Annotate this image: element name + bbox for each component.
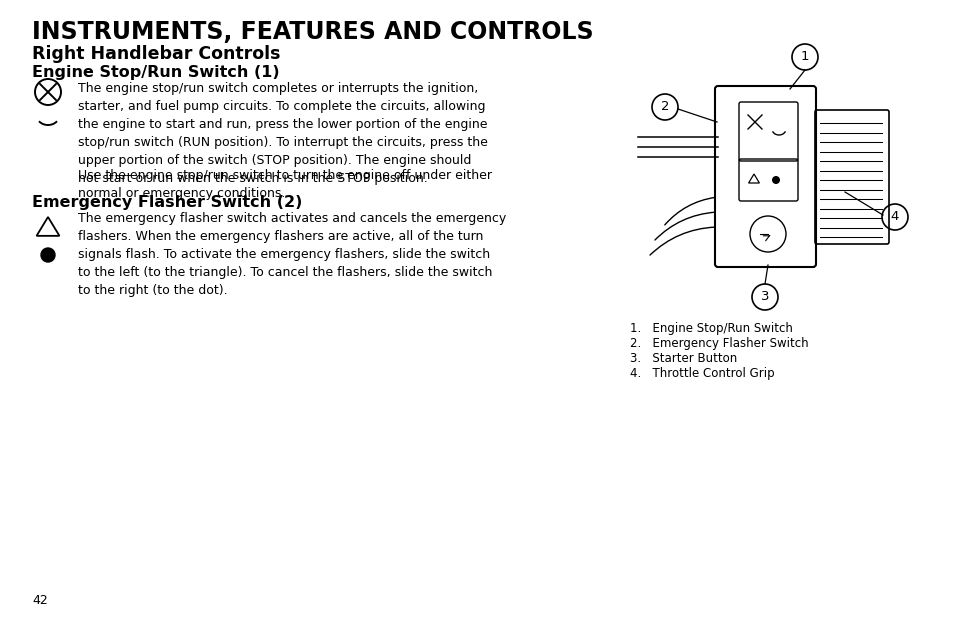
Text: The engine stop/run switch completes or interrupts the ignition,
starter, and fu: The engine stop/run switch completes or … bbox=[78, 82, 487, 185]
Text: Emergency Flasher Switch (2): Emergency Flasher Switch (2) bbox=[32, 195, 302, 210]
Circle shape bbox=[41, 248, 55, 262]
Text: 4: 4 bbox=[890, 211, 899, 223]
Text: 3: 3 bbox=[760, 290, 768, 303]
Text: 2.   Emergency Flasher Switch: 2. Emergency Flasher Switch bbox=[629, 337, 808, 350]
Text: 2: 2 bbox=[660, 100, 669, 113]
Text: Use the engine stop/run switch to turn the engine off under either
normal or eme: Use the engine stop/run switch to turn t… bbox=[78, 169, 492, 200]
Text: 42: 42 bbox=[32, 594, 48, 607]
Text: INSTRUMENTS, FEATURES AND CONTROLS: INSTRUMENTS, FEATURES AND CONTROLS bbox=[32, 20, 593, 44]
Circle shape bbox=[771, 176, 780, 184]
Text: 1: 1 bbox=[800, 51, 808, 63]
Text: 1.   Engine Stop/Run Switch: 1. Engine Stop/Run Switch bbox=[629, 322, 792, 335]
Text: 4.   Throttle Control Grip: 4. Throttle Control Grip bbox=[629, 367, 774, 380]
Text: The emergency flasher switch activates and cancels the emergency
flashers. When : The emergency flasher switch activates a… bbox=[78, 212, 506, 297]
Text: Engine Stop/Run Switch (1): Engine Stop/Run Switch (1) bbox=[32, 65, 279, 80]
Text: Right Handlebar Controls: Right Handlebar Controls bbox=[32, 45, 280, 63]
Text: 3.   Starter Button: 3. Starter Button bbox=[629, 352, 737, 365]
